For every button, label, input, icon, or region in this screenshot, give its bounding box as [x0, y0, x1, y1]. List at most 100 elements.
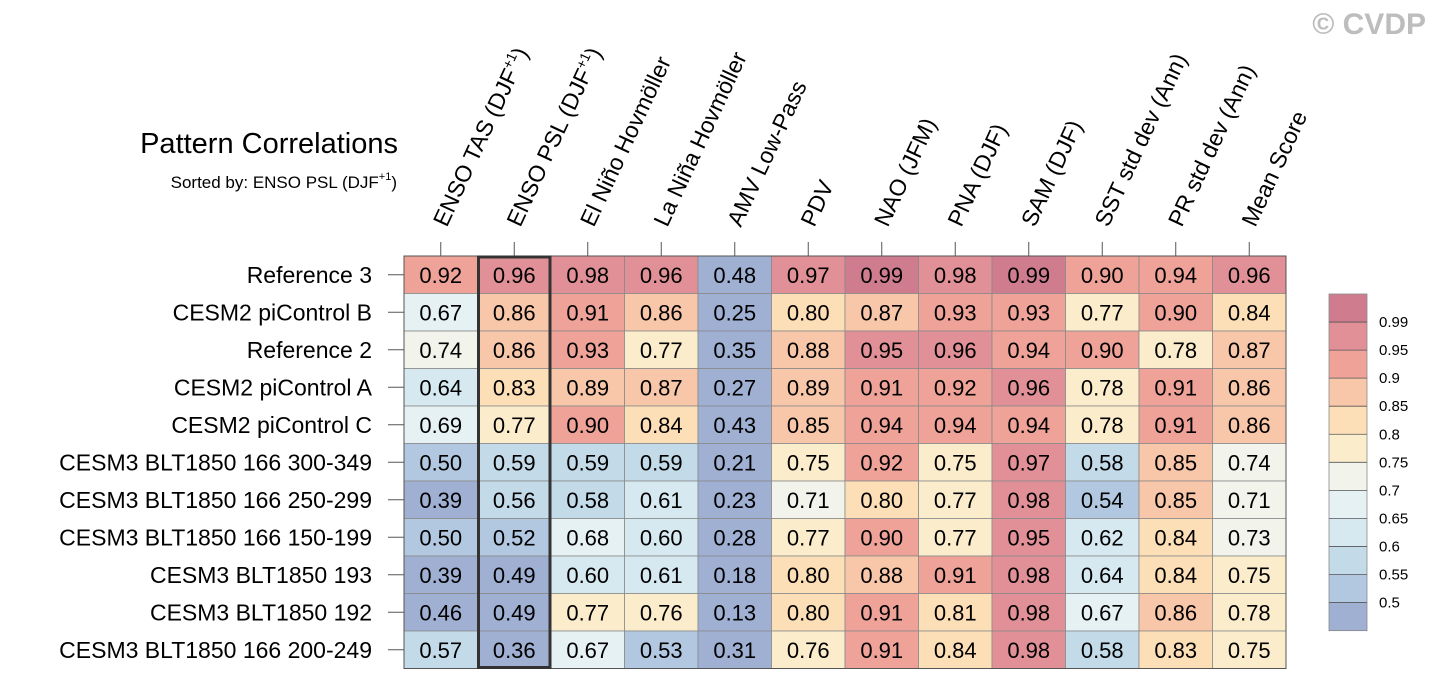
cell-value-label: 0.59	[566, 450, 609, 475]
cell-value-label: 0.58	[1081, 638, 1124, 663]
column-label-superscript: +1	[572, 50, 593, 71]
colorbar-segment	[1329, 602, 1367, 632]
heatmap-cell	[697, 255, 772, 294]
heatmap-cell	[1212, 518, 1287, 557]
column-label-text: AMV Low-Pass	[722, 77, 812, 230]
cell-value-label: 0.56	[493, 488, 536, 513]
row-label-cesm2-picontrol-b: CESM2 piControl B	[173, 299, 372, 325]
row-label-cesm3-blt1850-166-250-299: CESM3 BLT1850 166 250-299	[59, 487, 372, 513]
heatmap-grid	[403, 255, 1287, 669]
heatmap-cell	[844, 405, 919, 444]
heatmap-cell	[771, 293, 846, 332]
heatmap-cell	[403, 630, 478, 669]
row-label-cesm3-blt1850-166-200-249: CESM3 BLT1850 166 200-249	[59, 637, 372, 663]
cell-value-label: 0.85	[1154, 488, 1197, 513]
heatmap-cell	[844, 518, 919, 557]
heatmap-cell	[1065, 593, 1140, 632]
heatmap-cell	[403, 255, 478, 294]
cell-value-label: 0.91	[860, 638, 903, 663]
cell-value-label: 0.85	[1154, 450, 1197, 475]
cell-value-label: 0.67	[419, 300, 462, 325]
heatmap-cell	[991, 518, 1066, 557]
column-label-text: PDV	[795, 176, 839, 230]
heatmap-cell	[918, 330, 993, 369]
cell-value-label: 0.88	[860, 563, 903, 588]
cell-value-label: 0.71	[1228, 488, 1271, 513]
cell-value-label: 0.96	[934, 338, 977, 363]
heatmap-cell	[1212, 255, 1287, 294]
cell-value-label: 0.52	[493, 525, 536, 550]
cell-value-label: 0.83	[493, 375, 536, 400]
heatmap-cell	[550, 518, 625, 557]
heatmap-cell	[477, 405, 552, 444]
cell-value-label: 0.94	[1007, 338, 1050, 363]
cell-value-label: 0.76	[787, 638, 830, 663]
cell-value-label: 0.48	[713, 263, 756, 288]
cell-value-label: 0.60	[566, 563, 609, 588]
colorbar-tick-label: 0.95	[1379, 342, 1408, 359]
heatmap-cell	[991, 593, 1066, 632]
heatmap-cell	[403, 593, 478, 632]
cell-value-label: 0.75	[1228, 563, 1271, 588]
heatmap-cell	[697, 293, 772, 332]
cell-value-label: 0.68	[566, 525, 609, 550]
cell-value-label: 0.95	[860, 338, 903, 363]
cell-value-label: 0.92	[419, 263, 462, 288]
chart-title: Pattern Correlations	[140, 128, 398, 160]
heatmap-cell	[918, 630, 993, 669]
colorbar-tick-label: 0.6	[1379, 538, 1400, 555]
cell-value-label: 0.39	[419, 563, 462, 588]
cell-value-label: 0.18	[713, 563, 756, 588]
heatmap-cell	[550, 443, 625, 482]
heatmap-cell	[1138, 593, 1213, 632]
cell-value-label: 0.90	[1154, 300, 1197, 325]
cell-value-label: 0.64	[1081, 563, 1124, 588]
cell-value-label: 0.89	[566, 375, 609, 400]
cell-value-label: 0.92	[860, 450, 903, 475]
cell-value-label: 0.90	[860, 525, 903, 550]
heatmap-cell	[477, 293, 552, 332]
cell-value-label: 0.83	[1154, 638, 1197, 663]
cell-value-label: 0.84	[1154, 525, 1197, 550]
cell-value-label: 0.74	[1228, 450, 1271, 475]
sort-column-highlight	[477, 255, 552, 669]
cell-value-label: 0.77	[1081, 300, 1124, 325]
cell-value-label: 0.49	[493, 563, 536, 588]
heatmap-cell	[550, 368, 625, 407]
heatmap-cell	[1212, 480, 1287, 519]
heatmap-cell	[1212, 555, 1287, 594]
cell-value-label: 0.62	[1081, 525, 1124, 550]
cell-value-label: 0.91	[1154, 413, 1197, 438]
heatmap-cell	[624, 518, 699, 557]
heatmap-cell	[550, 630, 625, 669]
cell-value-label: 0.80	[787, 563, 830, 588]
heatmap-cell	[477, 368, 552, 407]
cell-value-label: 0.93	[934, 300, 977, 325]
cell-value-label: 0.97	[1007, 450, 1050, 475]
colorbar: 0.5 0.55 0.6 0.65 0.7 0.75 0.8 0.85 0.9 0.95 0.99	[1328, 293, 1408, 632]
heatmap-cell	[624, 443, 699, 482]
cell-value-label: 0.94	[1154, 263, 1197, 288]
cell-value-label: 0.94	[1007, 413, 1050, 438]
cell-value-label: 0.60	[640, 525, 683, 550]
heatmap-cell	[550, 555, 625, 594]
cell-value-label: 0.78	[1228, 600, 1271, 625]
heatmap-cell	[624, 293, 699, 332]
cell-value-label: 0.86	[1228, 375, 1271, 400]
cell-value-label: 0.91	[860, 600, 903, 625]
heatmap-cell	[918, 443, 993, 482]
heatmap-cell	[624, 330, 699, 369]
row-label-cesm3-blt1850-166-150-199: CESM3 BLT1850 166 150-199	[59, 524, 372, 550]
cell-value-label: 0.90	[566, 413, 609, 438]
cell-value-label: 0.35	[713, 338, 756, 363]
cell-value-label: 0.69	[419, 413, 462, 438]
cell-value-label: 0.50	[419, 525, 462, 550]
heatmap-cell	[844, 593, 919, 632]
cell-value-label: 0.77	[493, 413, 536, 438]
heatmap-cell	[624, 630, 699, 669]
heatmap-cell	[1212, 330, 1287, 369]
cell-value-label: 0.89	[787, 375, 830, 400]
heatmap-cell	[991, 555, 1066, 594]
heatmap-cell	[844, 330, 919, 369]
cell-value-label: 0.78	[1154, 338, 1197, 363]
